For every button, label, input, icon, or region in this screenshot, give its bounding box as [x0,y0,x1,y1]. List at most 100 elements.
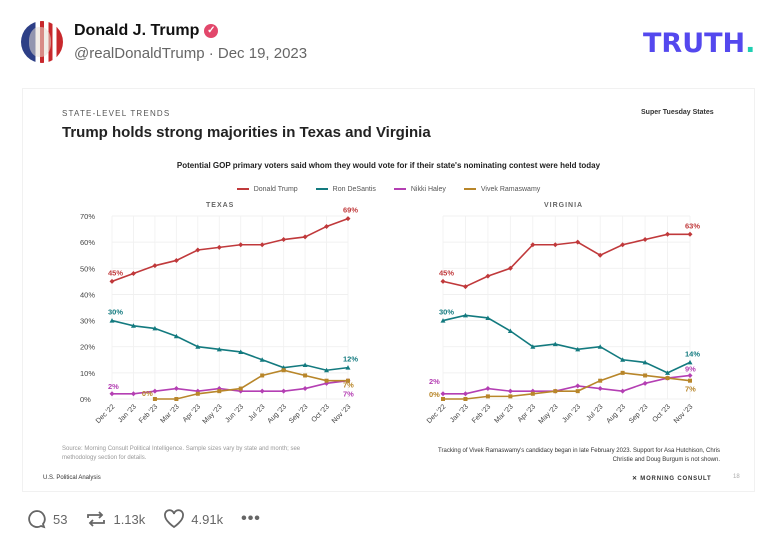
data-point [345,216,351,222]
data-label-start: 0% [429,390,440,399]
y-tick-label: 70% [80,212,95,221]
data-point [598,378,603,383]
footer-left: U.S. Political Analysis [43,475,101,481]
legend-label: Ron DeSantis [332,186,376,193]
x-tick-label: May '23 [202,403,224,425]
data-point [462,391,468,397]
data-point [620,357,626,362]
retruth-button[interactable]: 1.13k [85,509,145,529]
data-point [507,265,513,271]
data-point [281,237,287,243]
post-image[interactable] [22,88,755,492]
x-tick-label: Feb '23 [471,403,492,424]
data-point [463,397,468,401]
data-label-end: 7% [343,390,354,399]
legend-label: Nikki Haley [410,186,446,193]
legend-swatch [393,188,406,191]
series-line [442,314,691,374]
data-point [597,344,603,349]
tracking-note: Tracking of Vivek Ramaswamy's candidacy … [438,448,720,463]
data-point [281,388,287,394]
data-point [688,378,692,383]
legend-swatch [463,188,476,191]
brand-text: MORNING CONSULT [640,476,712,482]
data-point [216,244,222,250]
data-point [440,318,446,323]
data-point [173,333,179,339]
y-tick-label: 0% [80,395,91,404]
legend-item: Ron DeSantis [315,186,376,193]
data-point [643,373,648,378]
data-point [530,344,536,349]
data-label-start: 2% [108,382,119,391]
data-point [687,372,693,378]
data-point [597,386,603,392]
more-button[interactable]: ••• [241,510,261,528]
legend-item: Nikki Haley [393,186,446,193]
x-tick-label: Sep '23 [288,403,310,425]
data-point [665,376,670,381]
data-point [303,373,308,378]
data-point [324,367,330,373]
truth-logo: TRUTH. [643,28,755,59]
data-point [217,389,222,394]
data-point [130,391,136,397]
data-point [259,388,265,394]
data-point [620,388,626,394]
data-point [238,349,244,354]
legend-swatch [236,188,249,191]
x-tick-label: Aug '23 [605,403,627,425]
data-label-start: 45% [439,268,454,277]
legend-item: Donald Trump [236,186,298,193]
data-point [552,242,558,248]
series-line [111,319,349,372]
x-tick-label: Apr '23 [182,403,203,424]
x-tick-label: Mar '23 [159,403,180,424]
data-label-end: 14% [685,349,700,358]
data-point [485,394,490,399]
data-point [238,242,244,248]
legend-swatch [315,188,328,191]
x-tick-label: Jul '23 [247,403,266,422]
data-point [302,362,308,368]
data-point [195,247,201,253]
data-point [441,397,445,401]
x-tick-label: Sep '23 [628,403,650,425]
data-point [174,397,179,401]
data-point [238,386,243,391]
data-point [173,257,179,263]
chart-title: Trump holds strong majorities in Texas a… [62,124,431,141]
data-label-end: 69% [343,206,358,215]
data-point [302,386,308,392]
data-point [642,380,648,386]
data-point [462,284,468,290]
handle-date[interactable]: @realDonaldTrump · Dec 19, 2023 [74,45,308,62]
data-point [152,263,158,269]
data-point [130,323,136,328]
x-tick-label: Aug '23 [266,403,288,425]
data-point [152,325,158,331]
data-point [440,391,446,397]
reply-button[interactable]: 53 [27,509,67,529]
data-point [195,391,200,396]
avatar[interactable] [21,21,63,63]
data-label-end: 7% [685,385,696,394]
x-tick-label: Jun '23 [224,403,245,424]
data-label-end: 7% [343,381,354,390]
data-point [485,386,491,392]
data-point [440,278,446,284]
data-point [195,344,201,349]
y-tick-label: 40% [80,290,95,299]
legend-item: Vivek Ramaswamy [463,186,540,193]
data-point [508,394,513,399]
author-name[interactable]: Donald J. Trump ✓ [74,22,219,40]
data-point [216,346,222,352]
data-point [324,223,330,229]
data-point [152,397,157,401]
x-tick-label: Dec '22 [95,403,117,425]
data-point [665,231,671,237]
like-button[interactable]: 4.91k [163,509,223,529]
page-number: 18 [733,474,740,480]
data-point [530,391,535,396]
